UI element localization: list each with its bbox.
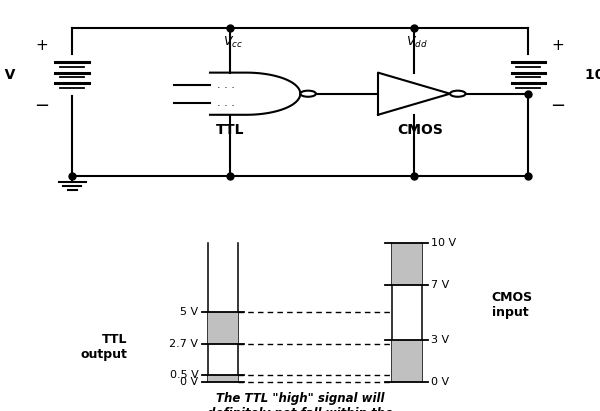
Text: −: − [34,97,50,115]
Polygon shape [210,73,300,115]
Circle shape [301,91,316,97]
Text: 5 V: 5 V [181,307,199,317]
Text: CMOS: CMOS [397,123,443,137]
Text: 7 V: 7 V [431,279,449,289]
Text: TTL: TTL [215,123,244,137]
Text: 0 V: 0 V [431,377,449,387]
Text: −: − [550,97,566,115]
Text: $V_{cc}$: $V_{cc}$ [223,35,243,50]
Bar [208,375,238,382]
Bar [208,312,238,344]
Text: $V_{dd}$: $V_{dd}$ [406,35,428,50]
Text: 0.5 V: 0.5 V [170,370,199,380]
Polygon shape [378,73,450,115]
Text: +: + [35,38,49,53]
Text: 5 V: 5 V [0,68,15,82]
Text: . . .: . . . [217,80,235,90]
Text: 2.7 V: 2.7 V [169,339,199,349]
Text: The TTL "high" signal will
definitely not fall within the
CMOS gate's acceptable: The TTL "high" signal will definitely no… [200,392,400,411]
Bar [392,243,421,284]
Text: +: + [551,38,565,53]
Text: 10 V: 10 V [431,238,457,248]
Bar [392,340,421,382]
Text: TTL
output: TTL output [80,333,127,361]
Text: 0 V: 0 V [181,377,199,387]
Circle shape [450,91,466,97]
Text: 3 V: 3 V [431,335,449,345]
Text: 10 V: 10 V [585,68,600,82]
Text: . . .: . . . [217,97,235,108]
Text: CMOS
input: CMOS input [492,291,533,319]
